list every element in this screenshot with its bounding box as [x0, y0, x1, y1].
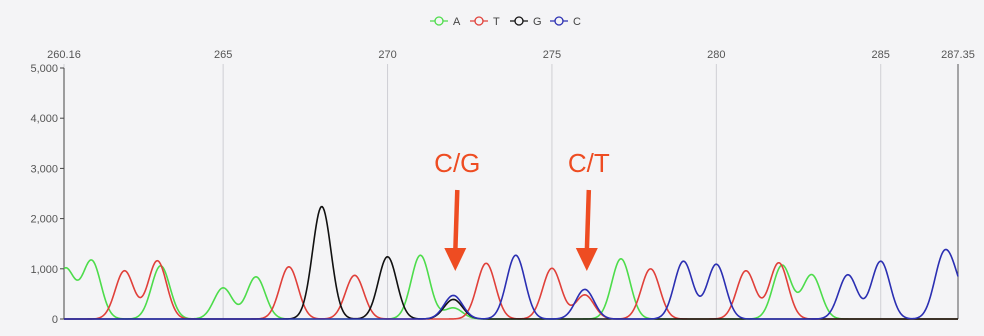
legend-marker — [434, 16, 444, 26]
x-tick-label: 287.35 — [941, 49, 975, 61]
x-tick-label: 260.16 — [47, 49, 81, 61]
legend-marker — [474, 16, 484, 26]
legend-label: T — [493, 16, 500, 28]
x-tick-label: 265 — [214, 49, 232, 61]
legend-item-a[interactable]: A — [430, 16, 461, 28]
annotations: C/G C/T — [434, 148, 610, 271]
legend-label: A — [453, 16, 461, 28]
traces — [63, 205, 959, 320]
trace-c — [64, 248, 959, 320]
annotation-arrow-head — [575, 248, 598, 271]
y-tick-label: 3,000 — [30, 163, 58, 175]
annotation-label: C/G — [434, 148, 480, 178]
annotation-arrow-shaft — [584, 189, 592, 253]
annotation-2: C/T — [568, 148, 610, 271]
annotation-arrow-head — [444, 248, 467, 271]
x-tick-label: 270 — [378, 49, 396, 61]
grid — [63, 64, 959, 319]
x-tick-label: 285 — [872, 49, 890, 61]
annotation-label: C/T — [568, 148, 610, 178]
y-tick-label: 0 — [52, 314, 58, 326]
x-tick-label: 275 — [543, 49, 561, 61]
annotation-1: C/G — [434, 148, 480, 271]
y-tick-label: 1,000 — [30, 264, 58, 276]
x-tick-label: 280 — [707, 49, 725, 61]
legend-item-t[interactable]: T — [470, 16, 500, 28]
legend-item-c[interactable]: C — [550, 16, 581, 28]
legend-marker — [514, 16, 524, 26]
y-tick-label: 5,000 — [30, 63, 58, 75]
y-tick-label: 4,000 — [30, 113, 58, 125]
y-tick-label: 2,000 — [30, 214, 58, 226]
legend-item-g[interactable]: G — [510, 16, 542, 28]
x-axis: 260.16 265 270 275 280 285 287.35 — [47, 49, 975, 61]
legend-marker — [554, 16, 564, 26]
annotation-arrow-shaft — [453, 189, 460, 253]
legend-label: C — [573, 16, 581, 28]
legend-label: G — [533, 16, 542, 28]
